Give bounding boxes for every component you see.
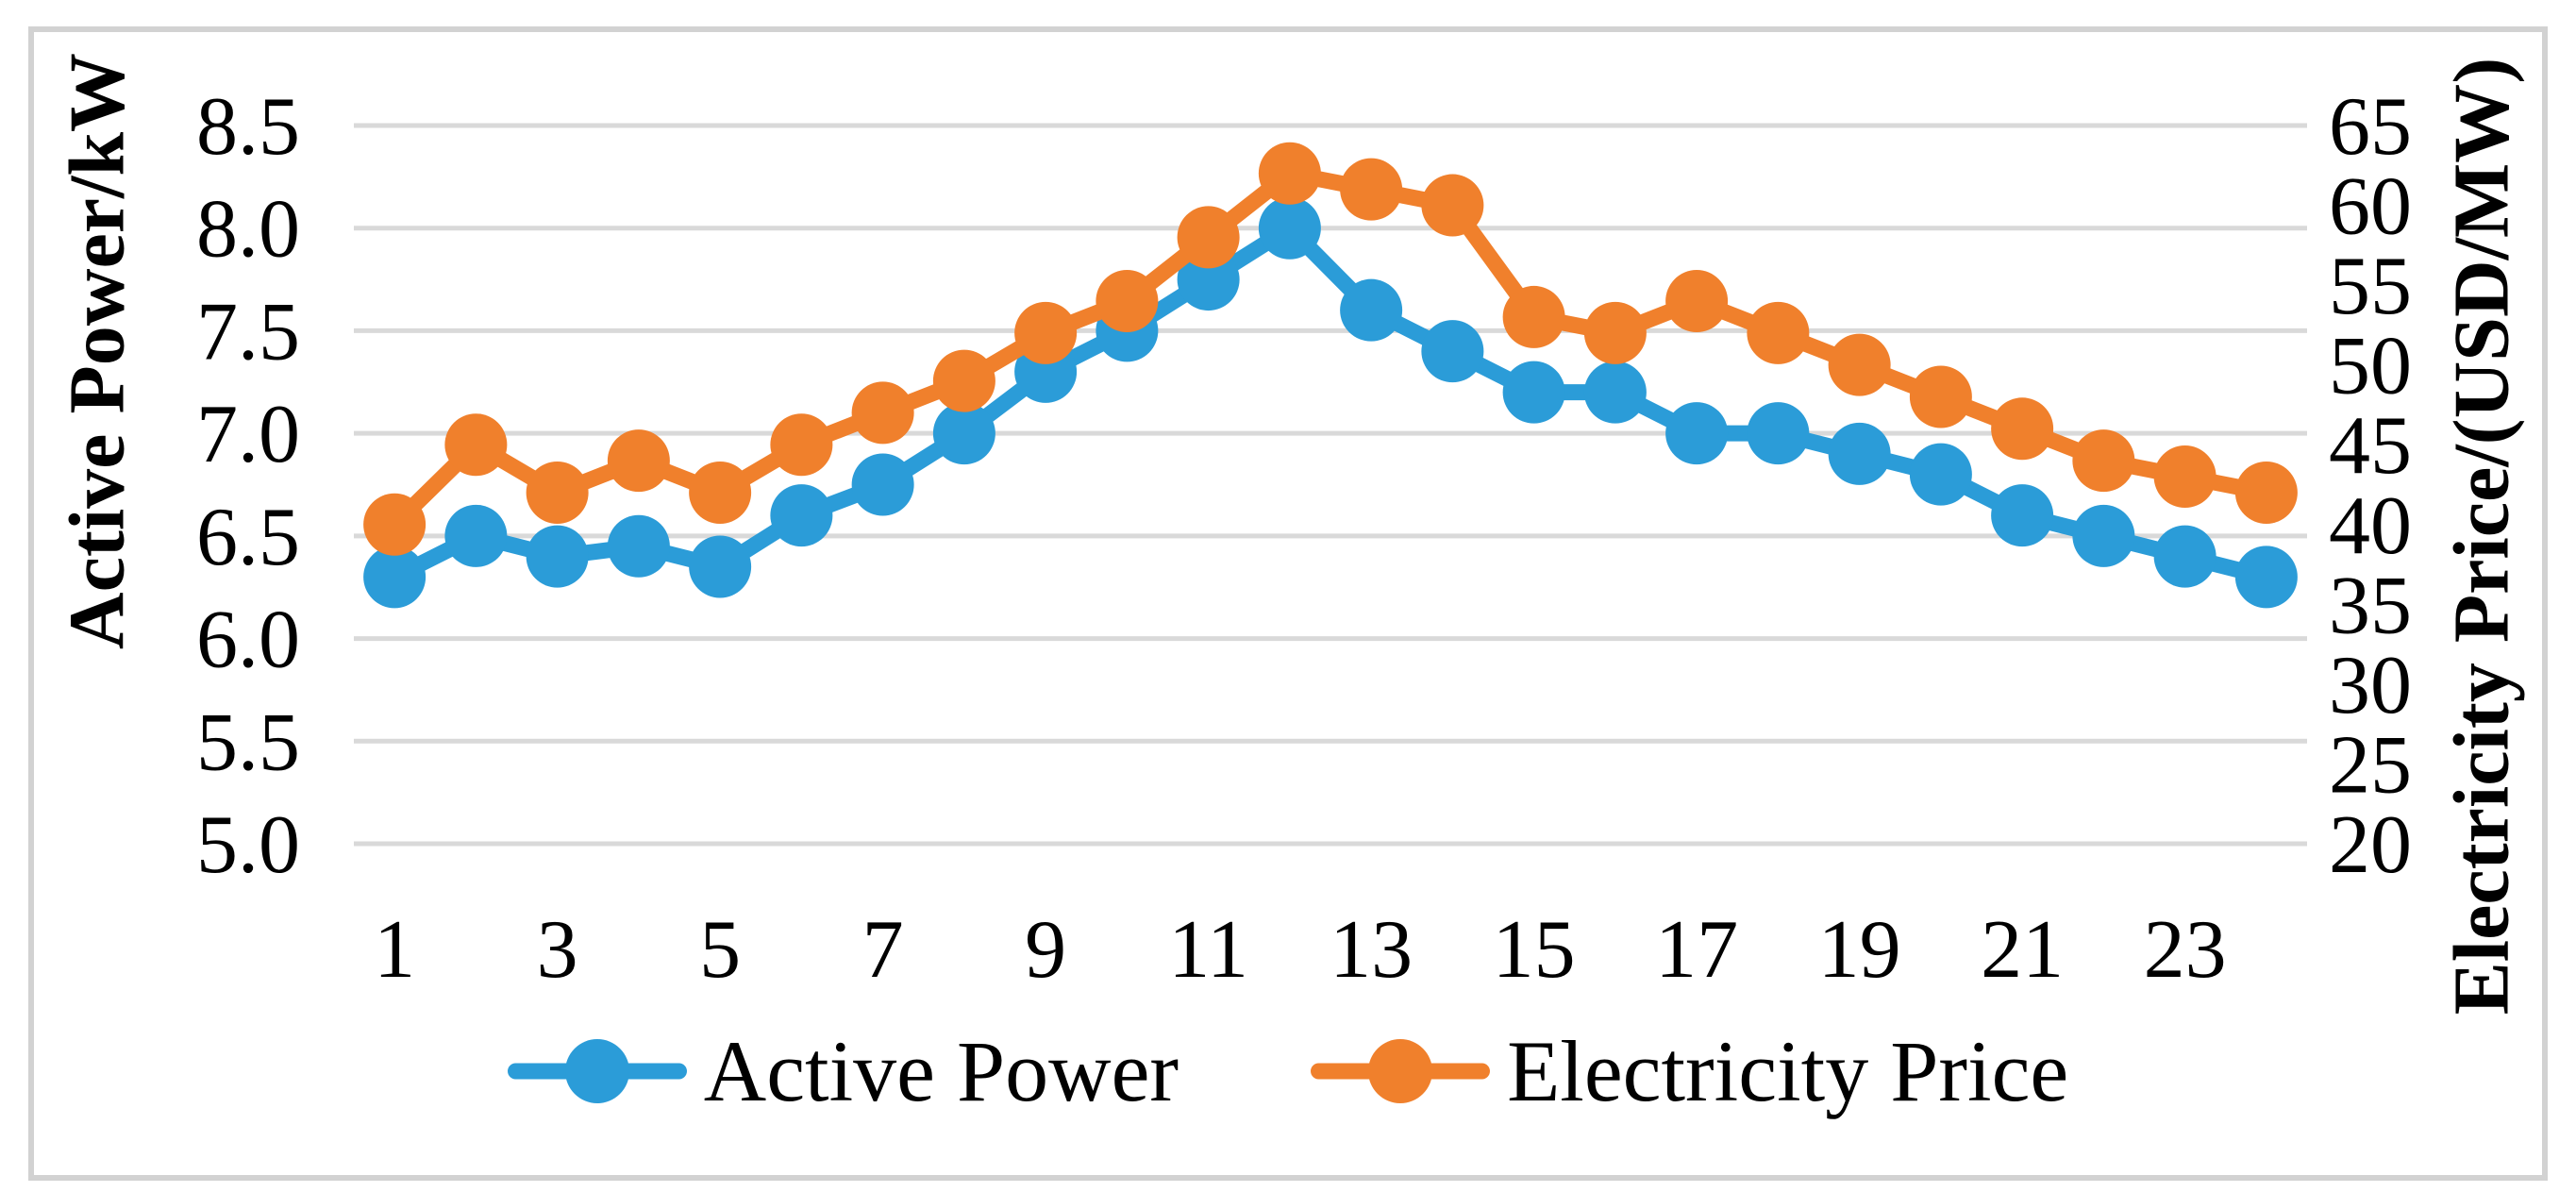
left-axis-tick-label: 5.0 bbox=[196, 799, 300, 891]
active-power-marker bbox=[607, 514, 670, 578]
electricity-price-marker bbox=[851, 381, 914, 445]
x-axis-tick-label: 15 bbox=[1493, 904, 1576, 996]
active-power-marker bbox=[1909, 443, 1972, 506]
legend-label-electricity-price: Electricity Price bbox=[1507, 1023, 2069, 1119]
electricity-price-marker bbox=[1340, 158, 1403, 221]
electricity-price-marker bbox=[1991, 397, 2054, 461]
electricity-price-marker bbox=[1421, 174, 1484, 237]
x-axis-tick-label: 11 bbox=[1168, 904, 1248, 996]
active-power-marker bbox=[1502, 361, 1565, 424]
left-axis-tick-label: 8.5 bbox=[196, 81, 300, 173]
right-axis-tick-label: 25 bbox=[2329, 719, 2412, 811]
legend-item-active-power: Active Power bbox=[507, 1021, 1179, 1121]
right-axis-tick-label: 40 bbox=[2329, 480, 2412, 572]
active-power-marker bbox=[2072, 504, 2135, 567]
x-axis-tick-label: 19 bbox=[1818, 904, 1901, 996]
active-power-marker bbox=[932, 402, 995, 465]
active-power-marker bbox=[444, 504, 508, 567]
figure-border bbox=[28, 26, 2548, 1181]
right-axis-tick-label: 55 bbox=[2329, 241, 2412, 332]
legend-dot-swatch bbox=[1368, 1039, 1433, 1103]
x-axis-tick-label: 9 bbox=[1025, 904, 1066, 996]
active-power-line bbox=[386, 220, 2275, 585]
active-power-marker bbox=[1258, 196, 1321, 260]
active-power-marker bbox=[770, 484, 833, 547]
x-axis-tick-label: 5 bbox=[699, 904, 741, 996]
right-axis-tick-label: 45 bbox=[2329, 400, 2412, 492]
right-axis-tick-label: 65 bbox=[2329, 81, 2412, 173]
electricity-price-marker bbox=[1096, 270, 1159, 333]
x-axis-tick-label: 7 bbox=[862, 904, 904, 996]
x-axis-tick-label: 3 bbox=[537, 904, 578, 996]
active-power-marker bbox=[1421, 320, 1484, 383]
left-axis-tick-label: 6.0 bbox=[196, 595, 300, 686]
left-axis-tick-label: 7.0 bbox=[196, 389, 300, 480]
active-power-marker bbox=[1583, 361, 1647, 424]
legend-item-electricity-price: Electricity Price bbox=[1311, 1021, 2068, 1121]
electricity-price-marker bbox=[1665, 270, 1729, 333]
right-axis-tick-label: 50 bbox=[2329, 321, 2412, 412]
active-power-marker bbox=[689, 535, 752, 598]
electricity-price-marker bbox=[444, 413, 508, 477]
electricity-price-marker bbox=[689, 461, 752, 524]
electricity-price-marker bbox=[363, 493, 427, 556]
left-axis-tick-label: 8.0 bbox=[196, 184, 300, 276]
x-axis-tick-label: 13 bbox=[1330, 904, 1413, 996]
active-power-marker bbox=[1991, 484, 2054, 547]
active-power-marker bbox=[2234, 546, 2298, 609]
electricity-price-marker bbox=[1747, 301, 1810, 364]
electricity-price-marker bbox=[932, 349, 995, 412]
x-axis-tick-label: 17 bbox=[1655, 904, 1738, 996]
active-power-marker bbox=[1828, 422, 1891, 485]
electricity-price-marker bbox=[1177, 206, 1240, 269]
electricity-price-marker bbox=[526, 461, 589, 524]
electricity-price-marker bbox=[2072, 429, 2135, 493]
left-axis-tick-label: 6.5 bbox=[196, 492, 300, 583]
electricity-price-marker bbox=[770, 413, 833, 477]
right-axis-tick-label: 60 bbox=[2329, 161, 2412, 253]
right-axis-tick-label: 30 bbox=[2329, 640, 2412, 731]
right-axis-tick-label: 20 bbox=[2329, 799, 2412, 891]
active-power-marker bbox=[1747, 402, 1810, 465]
left-axis-tick-label: 5.5 bbox=[196, 697, 300, 788]
legend: Active Power Electricity Price bbox=[0, 1021, 2576, 1121]
electricity-price-legend-marker-icon bbox=[1311, 1037, 1491, 1105]
right-axis-title: Electricity Price/(USD/MW) bbox=[2437, 57, 2526, 1016]
active-power-marker bbox=[526, 525, 589, 588]
x-axis-tick-label: 21 bbox=[1981, 904, 2064, 996]
left-axis-tick-label: 7.5 bbox=[196, 286, 300, 378]
left-axis-title: Active Power/kW bbox=[53, 52, 142, 650]
electricity-price-marker bbox=[1583, 301, 1647, 364]
electricity-price-marker bbox=[1828, 333, 1891, 396]
electricity-price-marker bbox=[1258, 142, 1321, 205]
electricity-price-marker bbox=[1502, 285, 1565, 348]
active-power-legend-marker-icon bbox=[507, 1037, 687, 1105]
active-power-marker bbox=[2153, 525, 2216, 588]
electricity-price-marker bbox=[1014, 301, 1078, 364]
active-power-marker bbox=[1665, 402, 1729, 465]
legend-dot-swatch bbox=[564, 1039, 629, 1103]
electricity-price-marker bbox=[1909, 365, 1972, 428]
x-axis-tick-label: 1 bbox=[374, 904, 415, 996]
electricity-price-marker bbox=[2234, 461, 2298, 524]
active-power-marker bbox=[851, 453, 914, 516]
electricity-price-marker bbox=[2153, 445, 2216, 509]
electricity-price-marker bbox=[607, 429, 670, 493]
right-axis-tick-label: 35 bbox=[2329, 560, 2412, 651]
x-axis-tick-label: 23 bbox=[2144, 904, 2227, 996]
active-power-marker bbox=[1340, 278, 1403, 342]
active-power-marker bbox=[363, 546, 427, 609]
legend-label-active-power: Active Power bbox=[703, 1023, 1179, 1119]
